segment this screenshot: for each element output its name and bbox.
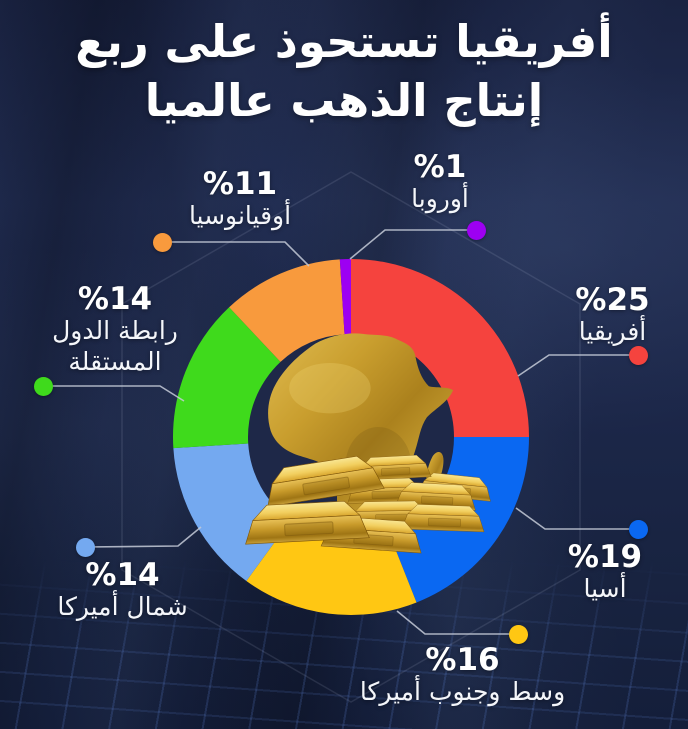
label-cis-value: %14 (77, 281, 153, 317)
donut-slice-namerica (173, 443, 291, 582)
label-csamerica-value: %16 (425, 642, 500, 678)
label-asia-name: أسيا (583, 574, 627, 604)
page-title-line1: أفريقيا تستحوذ على ربع (75, 15, 613, 68)
dot-cis (34, 377, 53, 396)
hexagon-decoration (121, 171, 581, 703)
label-asia-value: %19 (567, 539, 643, 575)
leader-line-europe (349, 229, 476, 260)
dot-oceania (153, 233, 172, 252)
leader-lines (43, 229, 638, 635)
page-title: أفريقيا تستحوذ على ربع إنتاج الذهب عالمي… (0, 12, 688, 131)
label-namerica-value: %14 (85, 557, 160, 593)
label-asia: %19 أسيا (550, 540, 660, 605)
label-europe-value: %1 (413, 149, 467, 185)
label-namerica-name: شمال أميركا (57, 592, 188, 622)
dot-namerica (76, 538, 95, 557)
label-cis-name: رابطة الدول المستقلة (52, 316, 178, 376)
dot-csamerica (509, 625, 528, 644)
map-highlight (289, 362, 371, 414)
label-cis: %14 رابطة الدول المستقلة (30, 282, 200, 377)
dot-asia (629, 520, 648, 539)
label-oceania-name: أوقيانوسيا (188, 201, 292, 231)
leader-line-asia (515, 507, 638, 530)
donut-slice-oceania (229, 259, 345, 362)
donut-slice-europe (339, 259, 351, 335)
dot-africa (629, 346, 648, 365)
leader-line-namerica (84, 526, 202, 548)
dot-europe (467, 221, 486, 240)
label-africa-value: %25 (575, 282, 650, 318)
label-csamerica-name: وسط وجنوب أميركا (359, 677, 566, 707)
gold-africa-center-graphic (243, 333, 494, 554)
page-title-line2: إنتاج الذهب عالميا (144, 74, 544, 128)
leader-line-oceania (162, 241, 310, 267)
leader-line-cis (43, 385, 185, 402)
donut-slice-africa (351, 259, 529, 437)
leader-line-africa (517, 354, 638, 377)
label-csamerica: %16 وسط وجنوب أميركا (340, 643, 585, 708)
label-namerica: %14 شمال أميركا (25, 558, 220, 623)
africa-map (268, 333, 454, 536)
leader-line-csamerica (396, 610, 518, 635)
label-europe: %1 أوروبا (375, 150, 505, 215)
label-africa: %25 أفريقيا (545, 283, 680, 348)
label-oceania-value: %11 (202, 166, 278, 202)
label-africa-name: أفريقيا (578, 317, 647, 347)
label-europe-name: أوروبا (411, 184, 469, 214)
label-oceania: %11 أوقيانوسيا (150, 167, 330, 232)
donut-slice-cis (173, 307, 281, 449)
